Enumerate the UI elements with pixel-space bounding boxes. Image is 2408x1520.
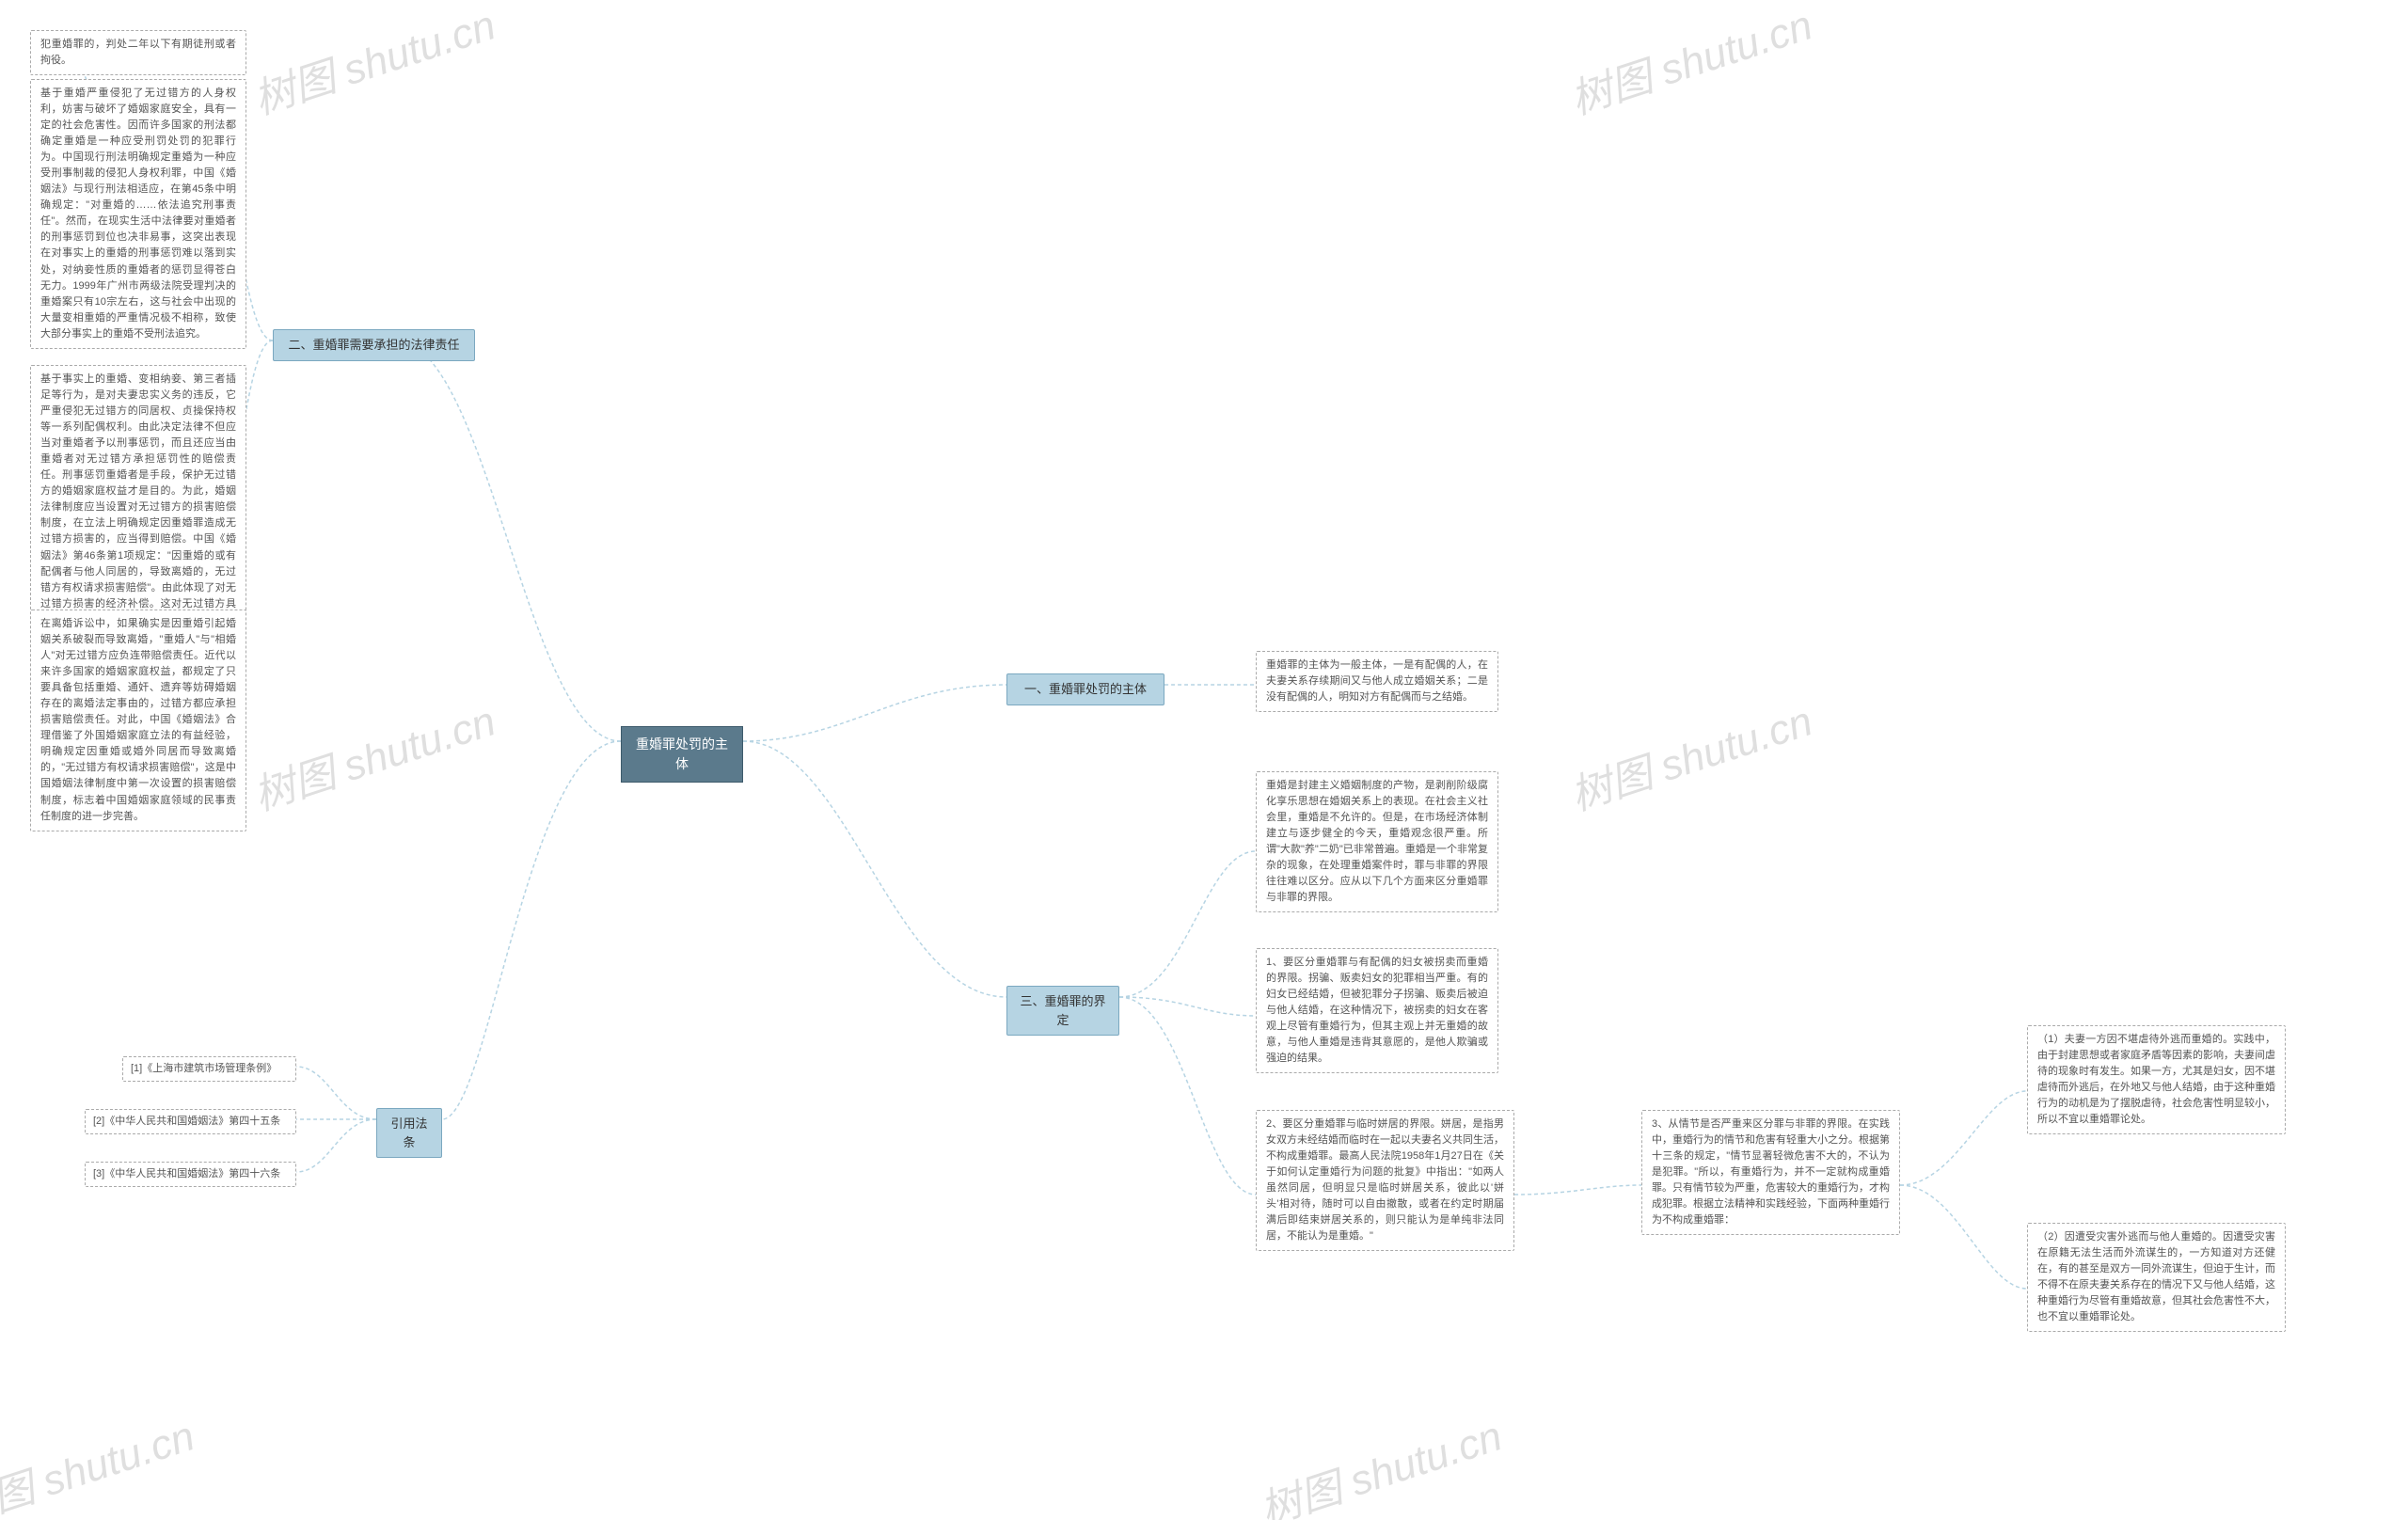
branch-3-leaf3b: （2）因遭受灾害外逃而与他人重婚的。因遭受灾害在原籍无法生活而外流谋生的，一方知… <box>2027 1223 2286 1332</box>
branch-3-leaf2: 2、要区分重婚罪与临时姘居的界限。姘居，是指男女双方未经结婚而临时在一起以夫妻名… <box>1256 1110 1514 1251</box>
branch-3[interactable]: 三、重婚罪的界定 <box>1006 986 1119 1036</box>
branch-1[interactable]: 一、重婚罪处罚的主体 <box>1006 673 1164 705</box>
branch-3-leaf1: 1、要区分重婚罪与有配偶的妇女被拐卖而重婚的界限。拐骗、贩卖妇女的犯罪相当严重。… <box>1256 948 1498 1073</box>
branch-2[interactable]: 二、重婚罪需要承担的法律责任 <box>273 329 475 361</box>
cite-1: [1]《上海市建筑市场管理条例》 <box>122 1056 296 1082</box>
mindmap-canvas: 树图 shutu.cn 树图 shutu.cn 树图 shutu.cn 树图 s… <box>0 0 2408 1520</box>
watermark: 树图 shutu.cn <box>0 1402 201 1520</box>
branch-3-leaf0: 重婚是封建主义婚姻制度的产物，是剥削阶级腐化享乐思想在婚姻关系上的表现。在社会主… <box>1256 771 1498 912</box>
branch-1-leaf: 重婚罪的主体为一般主体，一是有配偶的人，在夫妻关系存续期间又与他人成立婚姻关系；… <box>1256 651 1498 712</box>
branch-3-leaf3a: （1）夫妻一方因不堪虐待外逃而重婚的。实践中，由于封建思想或者家庭矛盾等因素的影… <box>2027 1025 2286 1134</box>
cite-2: [2]《中华人民共和国婚姻法》第四十五条 <box>85 1109 296 1134</box>
cite-3: [3]《中华人民共和国婚姻法》第四十六条 <box>85 1162 296 1187</box>
b2s1-leaf-b: 基于重婚严重侵犯了无过错方的人身权利，妨害与破坏了婚姻家庭安全，具有一定的社会危… <box>30 79 246 349</box>
watermark: 树图 shutu.cn <box>1561 688 1818 822</box>
watermark: 树图 shutu.cn <box>245 688 501 822</box>
watermark: 树图 shutu.cn <box>1251 1402 1508 1520</box>
b2s2-leaf-a: 基于事实上的重婚、变相纳妾、第三者插足等行为，是对夫妻忠实义务的违反，它严重侵犯… <box>30 365 246 635</box>
branch-3-leaf3: 3、从情节是否严重来区分罪与非罪的界限。在实践中，重婚行为的情节和危害有轻重大小… <box>1641 1110 1900 1235</box>
b2s1-leaf-a: 犯重婚罪的，判处二年以下有期徒刑或者拘役。 <box>30 30 246 75</box>
b2s2-leaf-b: 在离婚诉讼中，如果确实是因重婚引起婚姻关系破裂而导致离婚，"重婚人"与"相婚人"… <box>30 610 246 831</box>
watermark: 树图 shutu.cn <box>245 0 501 126</box>
cites-branch[interactable]: 引用法条 <box>376 1108 442 1158</box>
watermark: 树图 shutu.cn <box>1561 0 1818 126</box>
root-node[interactable]: 重婚罪处罚的主体 <box>621 726 743 783</box>
